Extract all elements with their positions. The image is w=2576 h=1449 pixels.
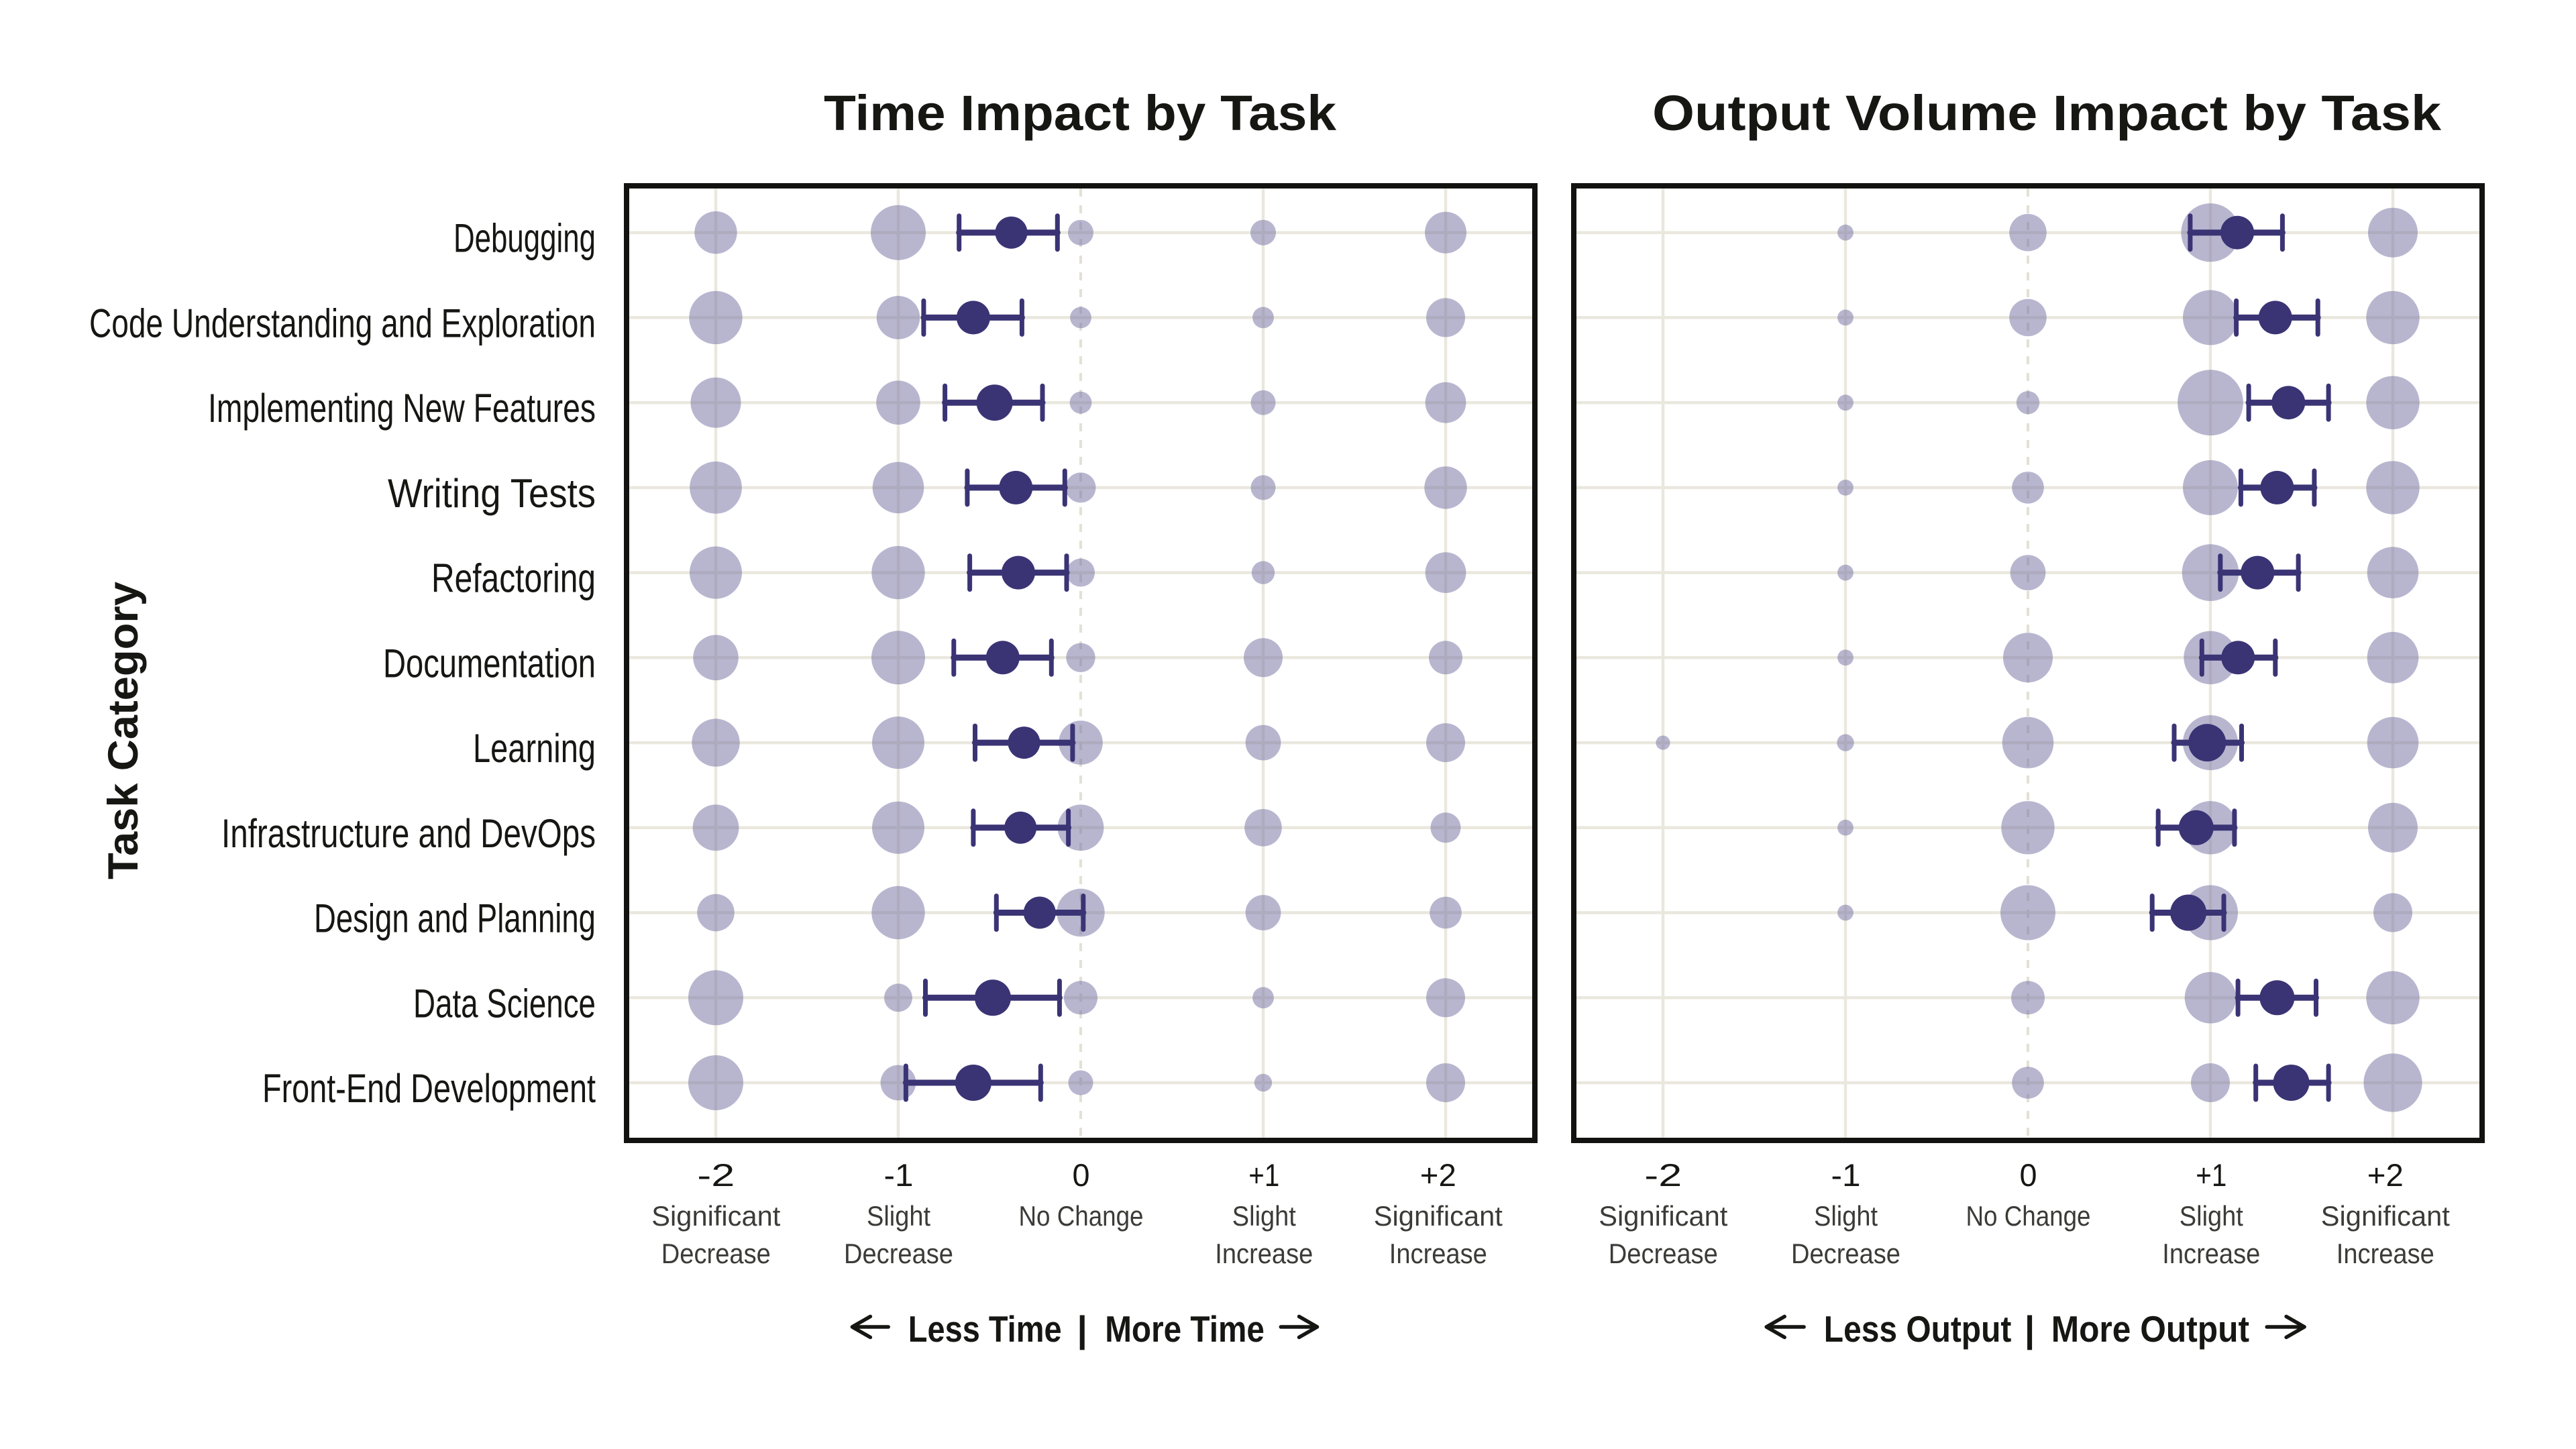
svg-text:Slight: Slight [1814, 1200, 1878, 1232]
svg-text:0: 0 [1073, 1157, 1090, 1193]
svg-text:+2: +2 [1420, 1157, 1456, 1193]
svg-text:Implementing New Features: Implementing New Features [208, 386, 596, 431]
svg-text:-2: -2 [697, 1157, 735, 1193]
svg-text:|: | [1077, 1308, 1087, 1350]
svg-text:Increase: Increase [2162, 1238, 2260, 1269]
svg-text:+1: +1 [2196, 1157, 2226, 1193]
svg-text:Data Science: Data Science [413, 981, 596, 1026]
svg-text:Documentation: Documentation [383, 641, 596, 686]
svg-text:Decrease: Decrease [1791, 1238, 1900, 1269]
svg-text:No Change: No Change [1966, 1200, 2091, 1232]
svg-text:Decrease: Decrease [844, 1238, 953, 1269]
svg-text:Debugging: Debugging [453, 216, 596, 261]
svg-text:Code Understanding and Explora: Code Understanding and Exploration [89, 301, 596, 345]
svg-text:Design and Planning: Design and Planning [314, 896, 596, 941]
svg-text:Decrease: Decrease [1609, 1238, 1718, 1269]
svg-text:Infrastructure and DevOps: Infrastructure and DevOps [221, 811, 596, 856]
svg-text:Time Impact by Task: Time Impact by Task [824, 85, 1337, 141]
svg-text:More Output: More Output [2051, 1308, 2249, 1350]
svg-text:Learning: Learning [473, 726, 596, 771]
svg-text:Output Volume Impact by Task: Output Volume Impact by Task [1652, 85, 2442, 141]
svg-text:+2: +2 [2367, 1157, 2404, 1193]
svg-text:Front-End Development: Front-End Development [262, 1066, 596, 1111]
svg-text:Increase: Increase [2337, 1238, 2434, 1269]
svg-text:0: 0 [2020, 1157, 2037, 1193]
svg-text:Increase: Increase [1389, 1238, 1487, 1269]
svg-text:|: | [2025, 1308, 2035, 1350]
svg-text:More Time: More Time [1105, 1308, 1265, 1350]
svg-text:Significant: Significant [1599, 1200, 1727, 1232]
svg-text:Less Output: Less Output [1824, 1308, 2012, 1350]
svg-text:Decrease: Decrease [661, 1238, 771, 1269]
svg-text:-2: -2 [1644, 1157, 1682, 1193]
svg-text:Significant: Significant [2321, 1200, 2450, 1232]
svg-text:Refactoring: Refactoring [431, 556, 596, 601]
svg-text:No Change: No Change [1019, 1200, 1144, 1232]
svg-text:Writing Tests: Writing Tests [388, 471, 596, 516]
svg-text:Slight: Slight [1232, 1200, 1296, 1232]
svg-text:+1: +1 [1248, 1157, 1279, 1193]
svg-text:Task Category: Task Category [100, 582, 147, 879]
svg-text:Slight: Slight [2180, 1200, 2243, 1232]
svg-text:Less Time: Less Time [908, 1308, 1062, 1350]
svg-text:Significant: Significant [651, 1200, 780, 1232]
svg-text:-1: -1 [1831, 1157, 1861, 1193]
svg-text:Significant: Significant [1374, 1200, 1503, 1232]
svg-text:-1: -1 [884, 1157, 914, 1193]
svg-text:Slight: Slight [867, 1200, 930, 1232]
svg-text:Increase: Increase [1215, 1238, 1313, 1269]
